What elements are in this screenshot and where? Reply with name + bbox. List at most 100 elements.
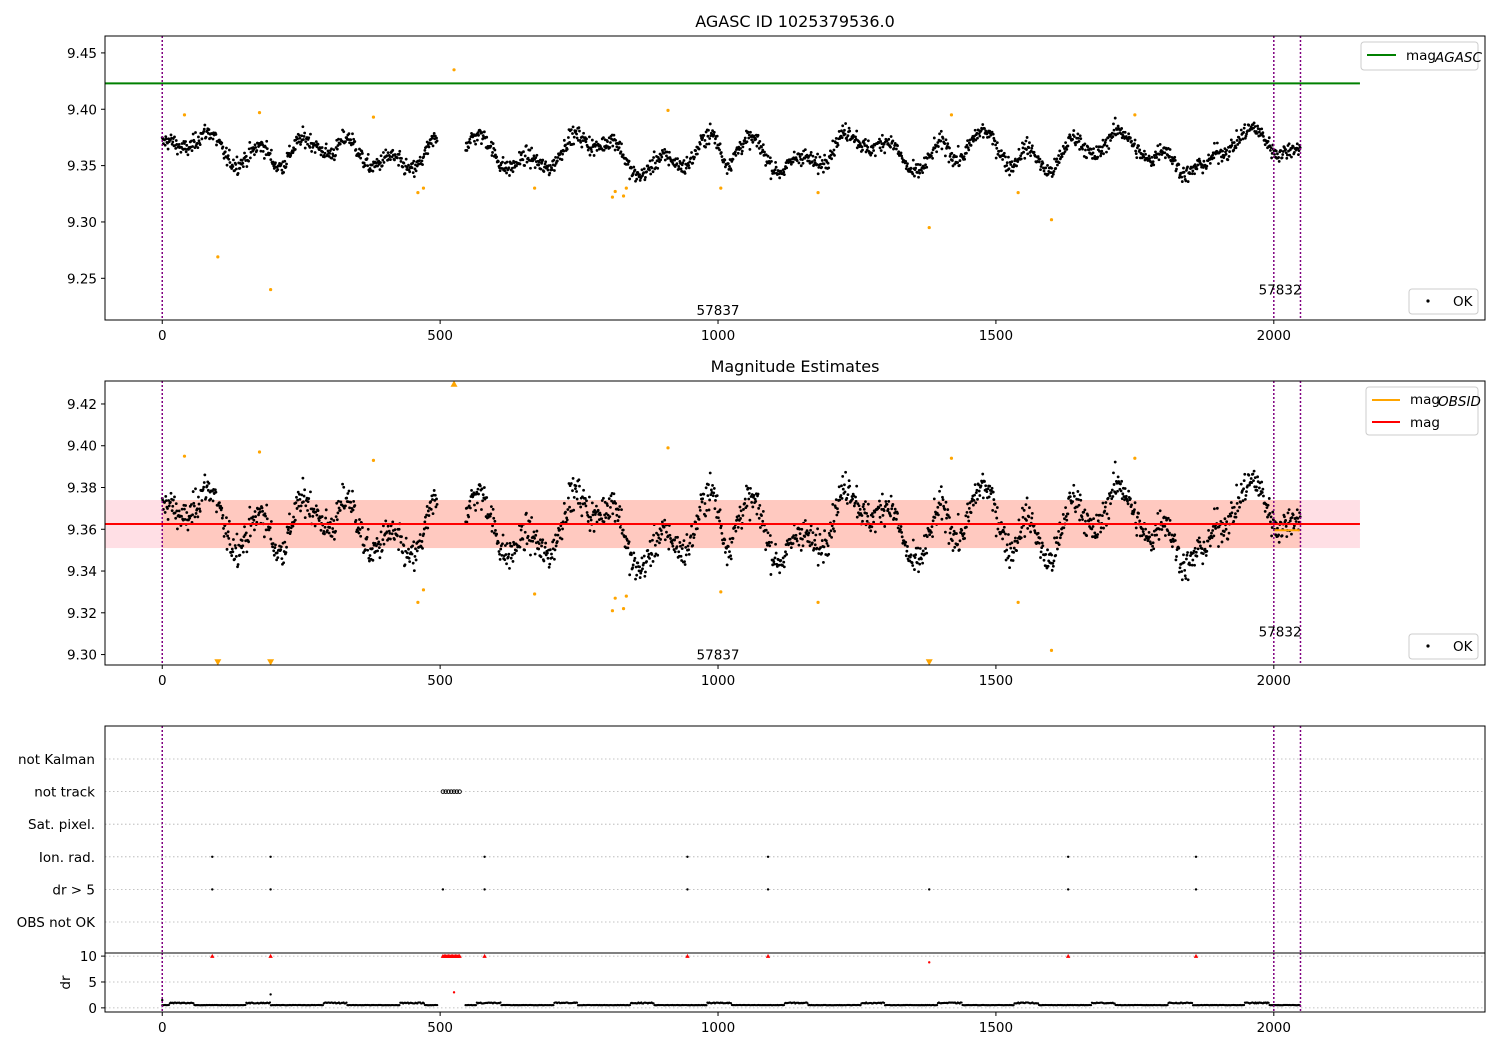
ok-point <box>1217 525 1221 529</box>
ok-point <box>611 144 615 148</box>
ok-point <box>524 144 528 148</box>
ok-point <box>1100 514 1104 517</box>
ok-point <box>235 155 239 159</box>
ok-point <box>578 484 581 488</box>
ok-point <box>1149 542 1153 546</box>
ok-point <box>575 497 579 501</box>
ok-point <box>798 527 801 531</box>
ok-point <box>1114 491 1118 495</box>
ok-point <box>768 156 772 160</box>
ok-point <box>1202 540 1206 544</box>
ok-point <box>505 160 509 164</box>
ok-point <box>957 548 961 552</box>
ok-point <box>508 566 511 570</box>
ok-point <box>1108 494 1112 498</box>
ok-point <box>656 553 660 557</box>
ok-point <box>592 529 596 533</box>
ok-point <box>911 158 915 162</box>
ok-point <box>432 489 436 492</box>
ok-point <box>432 131 436 135</box>
ok-point <box>552 538 556 542</box>
ok-point <box>550 168 554 172</box>
ok-point <box>381 538 385 542</box>
ok-point <box>1022 508 1026 512</box>
ok-point <box>607 497 611 501</box>
dr-point <box>705 1004 708 1007</box>
ok-point <box>904 554 908 558</box>
ok-point <box>560 158 564 161</box>
ok-point <box>991 142 995 146</box>
ok-point <box>638 179 642 182</box>
ok-point <box>245 165 249 168</box>
ok-point <box>681 543 685 547</box>
ok-point <box>832 148 836 152</box>
ok-point <box>1002 525 1006 529</box>
ok-point <box>510 553 514 557</box>
ok-point <box>1091 151 1095 155</box>
ok-point <box>426 152 430 156</box>
ok-point <box>889 145 892 149</box>
ok-point <box>606 504 609 508</box>
chart-title: AGASC ID 1025379536.0 <box>695 12 895 31</box>
ok-point <box>707 508 711 512</box>
outlier-point <box>927 225 931 230</box>
ok-point <box>1163 151 1167 155</box>
ok-point <box>1079 137 1083 141</box>
ok-point <box>225 547 229 551</box>
outlier-point <box>624 186 628 190</box>
ok-point <box>741 145 745 149</box>
ok-point <box>468 137 472 141</box>
ok-point <box>833 153 836 157</box>
ok-point <box>785 166 789 170</box>
ok-point <box>1014 157 1017 161</box>
ok-point <box>227 148 231 152</box>
ok-point <box>749 130 752 134</box>
ok-point <box>1277 159 1281 163</box>
ok-point <box>1286 511 1290 515</box>
ok-point <box>963 536 967 540</box>
ok-point <box>1212 156 1216 160</box>
ok-point <box>899 151 903 155</box>
ok-point <box>653 161 657 165</box>
ok-point <box>917 570 920 574</box>
ok-point <box>1083 508 1087 512</box>
ok-point <box>1198 159 1202 163</box>
ok-point <box>978 494 982 497</box>
ok-point <box>840 129 843 133</box>
ok-point <box>1295 142 1299 146</box>
ok-point <box>414 169 418 173</box>
ok-point <box>269 537 273 541</box>
ok-point <box>575 490 578 493</box>
ok-point <box>950 539 954 543</box>
flag-marker <box>686 855 689 858</box>
ok-point <box>969 143 973 147</box>
ok-point <box>1000 149 1003 153</box>
ok-point <box>760 145 763 149</box>
ok-point <box>651 170 655 174</box>
ok-point <box>1243 123 1247 127</box>
ok-point <box>744 484 748 488</box>
ok-point <box>1173 533 1177 537</box>
ok-point <box>167 499 171 502</box>
ok-point <box>595 149 599 152</box>
ok-point <box>248 156 252 160</box>
outlier-down-marker <box>267 659 275 666</box>
ok-point <box>1012 550 1016 554</box>
ok-point <box>1184 577 1188 580</box>
ok-point <box>820 539 824 542</box>
ok-point <box>279 545 283 549</box>
ok-point <box>566 508 570 511</box>
ok-point <box>882 509 886 513</box>
ok-point <box>166 147 170 151</box>
ok-point <box>1116 475 1120 479</box>
ok-point <box>492 531 496 535</box>
flag-marker <box>440 789 446 794</box>
ok-point <box>183 147 187 151</box>
ok-point <box>359 156 363 160</box>
ok-point <box>731 157 735 161</box>
ok-point <box>1056 547 1059 551</box>
ok-point <box>412 175 416 179</box>
legend-label: OK <box>1453 294 1474 310</box>
ok-point <box>972 498 976 502</box>
ok-point <box>571 489 574 493</box>
